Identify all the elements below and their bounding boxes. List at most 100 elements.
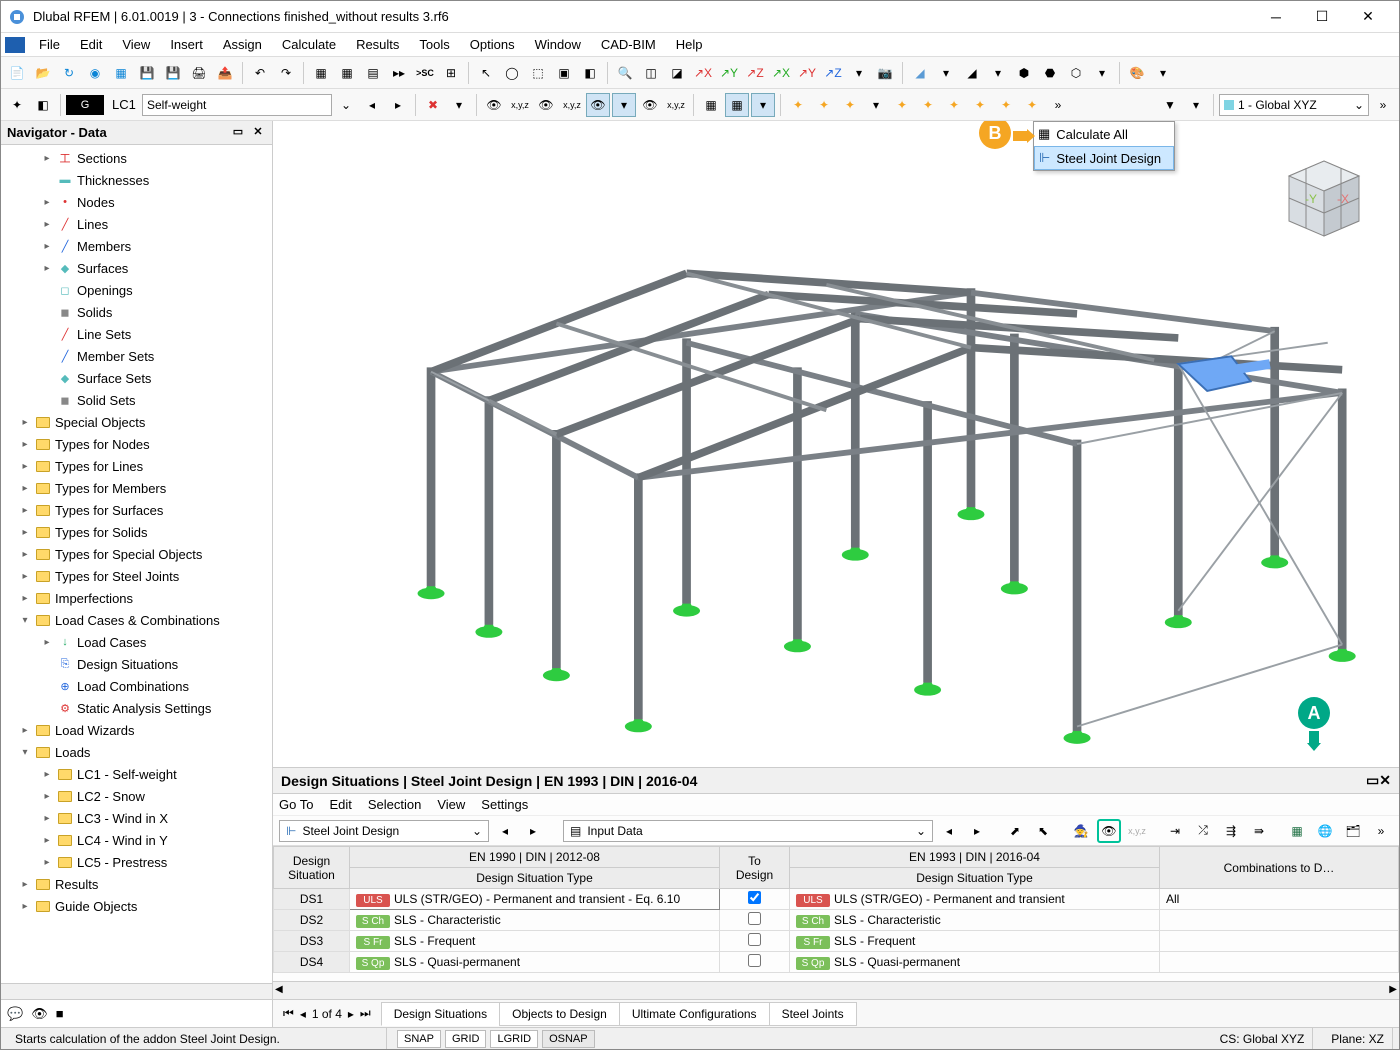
expand-icon[interactable]: ▸ [19, 879, 31, 890]
menu-view[interactable]: View [112, 35, 160, 54]
tree-item-7[interactable]: ◼Solids [1, 301, 272, 323]
wiz-icon[interactable]: 🧙 [1069, 819, 1093, 843]
model-icon[interactable]: ◉ [83, 61, 107, 85]
bp-menu-go-to[interactable]: Go To [279, 797, 313, 812]
expand-icon[interactable]: ▸ [41, 153, 53, 164]
saveall-icon[interactable]: 💾 [161, 61, 185, 85]
tree-item-19[interactable]: ▸Types for Steel Joints [1, 565, 272, 587]
to-design-checkbox[interactable] [748, 954, 761, 967]
steel1-icon[interactable]: ⬢ [1012, 61, 1036, 85]
menu-assign[interactable]: Assign [213, 35, 272, 54]
lc-next-icon[interactable]: ▸ [386, 93, 410, 117]
bp-menu-settings[interactable]: Settings [481, 797, 528, 812]
tree-item-27[interactable]: ▾Loads [1, 741, 272, 763]
tree-item-34[interactable]: ▸Guide Objects [1, 895, 272, 917]
grid-row[interactable]: DS1ULSULS (STR/GEO) - Permanent and tran… [274, 889, 1399, 910]
select-icon[interactable]: ↖ [474, 61, 498, 85]
data-next-icon[interactable]: ▸ [965, 819, 989, 843]
lc-new-icon[interactable]: ✦ [5, 93, 29, 117]
expand-icon[interactable]: ▸ [19, 571, 31, 582]
nav-camera-icon[interactable]: ■ [56, 1006, 64, 1021]
nav-hscroll[interactable] [1, 983, 272, 999]
selinv-icon[interactable]: ◧ [578, 61, 602, 85]
axis-z-icon[interactable]: ↗Z [743, 61, 767, 85]
save-icon[interactable]: 💾 [135, 61, 159, 85]
close-button[interactable]: ✕ [1345, 2, 1391, 32]
grid-icon[interactable]: ⊞ [439, 61, 463, 85]
lgrid-toggle[interactable]: LGRID [490, 1030, 538, 1048]
expand-icon[interactable]: ▸ [41, 637, 53, 648]
vis3-icon[interactable]: 👁 [534, 93, 558, 117]
vis5-icon[interactable]: 👁 [586, 93, 610, 117]
card-icon[interactable]: 🗂 [1341, 819, 1365, 843]
expand-icon[interactable]: ▸ [41, 857, 53, 868]
grid-row[interactable]: DS4S QpSLS - Quasi-permanentS QpSLS - Qu… [274, 952, 1399, 973]
navigator-tree[interactable]: ▸工Sections▬Thicknesses▸•Nodes▸╱Lines▸╱Me… [1, 145, 272, 983]
axis-yn-icon[interactable]: ↗Y [795, 61, 819, 85]
table2-icon[interactable]: ▦ [335, 61, 359, 85]
tab-ultimate-configurations[interactable]: Ultimate Configurations [619, 1002, 770, 1026]
tree-item-28[interactable]: ▸LC1 - Self-weight [1, 763, 272, 785]
menu-insert[interactable]: Insert [160, 35, 213, 54]
export-icon[interactable]: 📤 [213, 61, 237, 85]
tab-steel-joints[interactable]: Steel Joints [769, 1002, 857, 1026]
op2-icon[interactable]: ⤮ [1191, 819, 1215, 843]
expand-icon[interactable]: ▸ [19, 439, 31, 450]
table1-icon[interactable]: ▦ [309, 61, 333, 85]
star6-icon[interactable]: ✦ [942, 93, 966, 117]
axis-zn-icon[interactable]: ↗Z [821, 61, 845, 85]
tree-item-20[interactable]: ▸Imperfections [1, 587, 272, 609]
loadcase-name-input[interactable] [142, 94, 332, 116]
persp-icon[interactable]: ◪ [665, 61, 689, 85]
palette-icon[interactable]: 🎨 [1125, 61, 1149, 85]
star-dd-icon[interactable]: ▾ [864, 93, 888, 117]
menu-calculate-all[interactable]: ▦ Calculate All [1034, 122, 1174, 146]
navigation-cube[interactable]: -Y -X [1269, 141, 1379, 251]
pick2-icon[interactable]: ⬉ [1031, 819, 1055, 843]
grid-hscroll[interactable]: ▶ ◀ [273, 981, 1399, 999]
tb-more-icon[interactable]: » [1369, 819, 1393, 843]
lc-prev-icon[interactable]: ◂ [360, 93, 384, 117]
op4-icon[interactable]: ⇛ [1247, 819, 1271, 843]
lc-del-icon[interactable]: ✖ [421, 93, 445, 117]
calc2-icon[interactable]: ▦ [725, 93, 749, 117]
expand-icon[interactable]: ▸ [41, 263, 53, 274]
bp-menu-edit[interactable]: Edit [329, 797, 351, 812]
tab-design-situations[interactable]: Design Situations [381, 1002, 500, 1026]
more2-icon[interactable]: » [1046, 93, 1070, 117]
star7-icon[interactable]: ✦ [968, 93, 992, 117]
panel-close-icon[interactable]: ✕ [1379, 772, 1391, 789]
first-page-icon[interactable]: ⏮ [283, 1006, 294, 1021]
selall-icon[interactable]: ▣ [552, 61, 576, 85]
3d-viewport[interactable]: B ▦ Calculate All ⊩ Steel Joint Design [273, 121, 1399, 767]
filter-icon[interactable]: ▼ [1158, 93, 1182, 117]
tree-item-30[interactable]: ▸LC3 - Wind in X [1, 807, 272, 829]
render1-icon[interactable]: ◢ [908, 61, 932, 85]
tree-item-25[interactable]: ⚙Static Analysis Settings [1, 697, 272, 719]
menu-window[interactable]: Window [525, 35, 591, 54]
camera-icon[interactable]: 📷 [873, 61, 897, 85]
tree-item-10[interactable]: ◆Surface Sets [1, 367, 272, 389]
panel-float-icon[interactable]: ▭ [1366, 772, 1379, 789]
expand-icon[interactable]: ▸ [41, 219, 53, 230]
star2-icon[interactable]: ✦ [812, 93, 836, 117]
minimize-button[interactable]: ─ [1253, 2, 1299, 32]
tree-item-8[interactable]: ╱Line Sets [1, 323, 272, 345]
zoom-icon[interactable]: 🔍 [613, 61, 637, 85]
cube-icon[interactable]: ▦ [109, 61, 133, 85]
tree-item-6[interactable]: ◻Openings [1, 279, 272, 301]
star1-icon[interactable]: ✦ [786, 93, 810, 117]
expand-icon[interactable]: ▸ [19, 725, 31, 736]
expand-icon[interactable]: ▸ [19, 593, 31, 604]
axis-x-icon[interactable]: ↗X [691, 61, 715, 85]
open-icon[interactable]: 📂 [31, 61, 55, 85]
expand-icon[interactable]: ▸ [41, 197, 53, 208]
expand-icon[interactable]: ▸ [41, 241, 53, 252]
to-design-checkbox[interactable] [748, 912, 761, 925]
render3-icon[interactable]: ◢ [960, 61, 984, 85]
to-design-checkbox[interactable] [748, 933, 761, 946]
tree-item-4[interactable]: ▸╱Members [1, 235, 272, 257]
menu-calculate[interactable]: Calculate [272, 35, 346, 54]
axis-y-icon[interactable]: ↗Y [717, 61, 741, 85]
tree-item-12[interactable]: ▸Special Objects [1, 411, 272, 433]
